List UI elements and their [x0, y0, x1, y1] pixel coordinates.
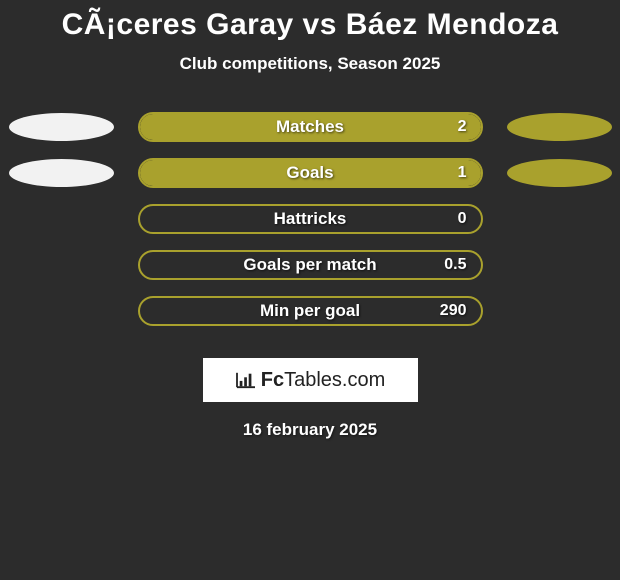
stat-label: Matches	[276, 117, 344, 137]
comparison-infographic: CÃ¡ceres Garay vs Báez Mendoza Club comp…	[0, 0, 620, 440]
stat-value: 290	[440, 302, 467, 320]
player1-ellipse	[9, 159, 114, 187]
player2-ellipse	[507, 113, 612, 141]
bar-chart-icon	[235, 371, 257, 389]
stat-label: Goals	[286, 163, 333, 183]
stat-value: 0	[458, 210, 467, 228]
stat-row: Goals per match 0.5	[0, 250, 620, 280]
left-ellipse-slot	[9, 113, 138, 141]
stat-bar: Goals 1	[138, 158, 483, 188]
stat-value: 0.5	[444, 256, 466, 274]
stat-bar: Matches 2	[138, 112, 483, 142]
left-ellipse-slot	[9, 159, 138, 187]
stat-label: Goals per match	[243, 255, 376, 275]
logo-prefix: Fc	[261, 369, 284, 391]
logo-text: FcTables.com	[261, 369, 386, 392]
stat-bar: Min per goal 290	[138, 296, 483, 326]
stat-row: Goals 1	[0, 158, 620, 188]
right-ellipse-slot	[483, 159, 612, 187]
logo-box: FcTables.com	[203, 358, 418, 402]
stat-bar: Goals per match 0.5	[138, 250, 483, 280]
stat-row: Min per goal 290	[0, 296, 620, 326]
stat-rows: Matches 2 Goals 1 Hattricks 0 Goals per match 0…	[0, 112, 620, 326]
date-label: 16 february 2025	[0, 420, 620, 440]
page-subtitle: Club competitions, Season 2025	[0, 54, 620, 74]
stat-row: Matches 2	[0, 112, 620, 142]
right-ellipse-slot	[483, 113, 612, 141]
stat-bar: Hattricks 0	[138, 204, 483, 234]
page-title: CÃ¡ceres Garay vs Báez Mendoza	[0, 8, 620, 42]
stat-label: Hattricks	[274, 209, 347, 229]
player1-ellipse	[9, 113, 114, 141]
stat-label: Min per goal	[260, 301, 360, 321]
player2-ellipse	[507, 159, 612, 187]
logo-suffix: Tables.com	[284, 369, 385, 391]
stat-row: Hattricks 0	[0, 204, 620, 234]
stat-value: 2	[458, 118, 467, 136]
stat-value: 1	[458, 164, 467, 182]
